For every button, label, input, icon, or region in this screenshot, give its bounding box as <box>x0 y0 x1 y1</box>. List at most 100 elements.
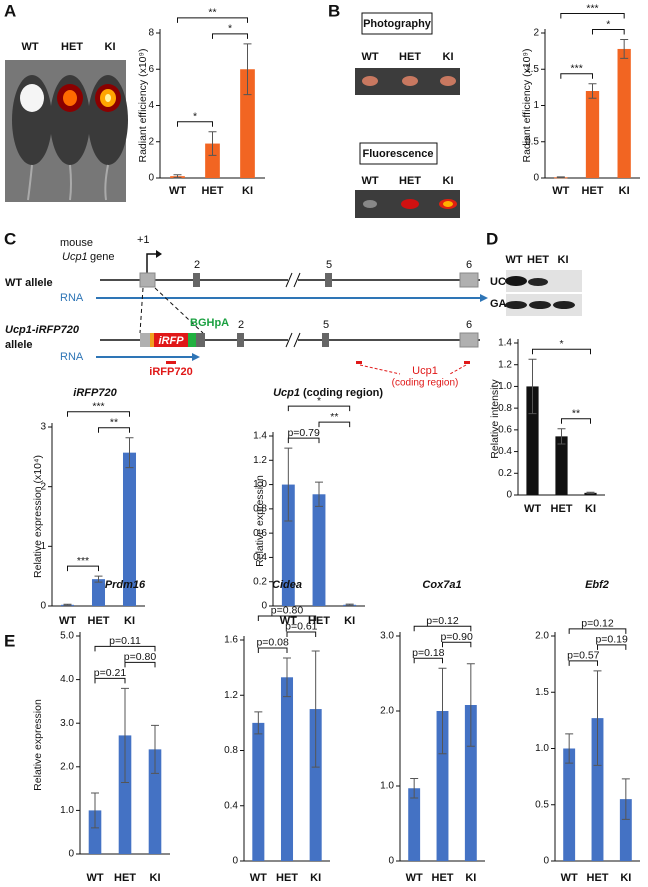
y-tick-label: 0.5 <box>525 136 539 147</box>
x-tick-label: KI <box>124 615 135 627</box>
x-tick-label: HET <box>587 872 609 884</box>
y-tick-label: 4.0 <box>60 674 74 685</box>
x-tick-label: WT <box>59 615 76 627</box>
significance-label: * <box>193 111 197 123</box>
significance-bracket <box>560 13 625 19</box>
error-bar <box>593 670 602 766</box>
x-tick-label: HET <box>432 872 454 884</box>
error-bar <box>586 491 595 494</box>
bar <box>555 436 568 495</box>
y-tick-label: 1.0 <box>380 781 394 792</box>
diagram-label: iRFP <box>158 335 184 347</box>
significance-label: ** <box>330 411 338 423</box>
y-tick-label: 1.2 <box>253 455 267 466</box>
y-tick-label: 3.0 <box>380 631 394 642</box>
error-bar <box>410 778 419 799</box>
significance-label: * <box>228 23 232 35</box>
bar <box>585 91 600 178</box>
diagram-label: Ucp1 <box>62 251 88 263</box>
significance-bracket <box>94 645 156 652</box>
error-bar <box>94 575 103 583</box>
y-tick-label: 3.0 <box>60 718 74 729</box>
x-tick-label: HET <box>88 615 110 627</box>
fluorescence-photo <box>355 190 460 218</box>
probe-label: Ucp1 <box>412 365 438 377</box>
significance-bracket <box>257 647 288 653</box>
x-tick-label: KI <box>242 185 253 197</box>
bar <box>118 735 132 854</box>
y-tick-label: 1 <box>533 100 539 111</box>
photo-label: HET <box>399 175 421 187</box>
error-bar <box>438 667 447 755</box>
chart-title: Ebf2 <box>585 579 609 591</box>
chart-title: Cox7a1 <box>422 579 461 591</box>
label-box <box>361 12 433 35</box>
y-tick-label: 2.0 <box>380 706 394 717</box>
significance-label: * <box>606 18 610 30</box>
panel-label: C <box>4 229 16 248</box>
x-tick-label: WT <box>86 872 103 884</box>
error-bar <box>208 131 217 156</box>
y-tick-label: 1.5 <box>525 64 539 75</box>
y-tick-label: 2.0 <box>60 761 74 772</box>
significance-bracket <box>561 418 591 424</box>
y-axis-label: Radiant efficiency (x10⁹) <box>137 48 149 162</box>
y-tick-label: 0.4 <box>253 552 267 563</box>
x-tick-label: HET <box>202 185 224 197</box>
error-bar <box>528 358 537 415</box>
significance-bracket <box>532 348 591 355</box>
y-axis-label: Radiant efficiency (x10⁹) <box>521 48 533 162</box>
significance-bracket <box>413 657 443 664</box>
probe-label: iRFP720 <box>149 366 192 378</box>
y-tick-label: 1.0 <box>60 805 74 816</box>
bar <box>91 579 106 606</box>
y-tick-label: 2.0 <box>535 631 549 642</box>
x-tick-label: HET <box>276 872 298 884</box>
significance-bracket <box>177 121 213 127</box>
y-tick-label: 1.2 <box>224 690 238 701</box>
box-label: Fluorescence <box>363 148 434 160</box>
y-tick-label: 0.8 <box>498 403 512 414</box>
bar <box>88 810 102 854</box>
bar <box>240 69 255 178</box>
probe-label: (coding region) <box>392 378 459 389</box>
error-bar <box>565 733 574 764</box>
allele-label: WT allele <box>5 277 53 289</box>
y-tick-label: 2 <box>148 136 154 147</box>
exon-label: 5 <box>326 259 332 271</box>
diagram-label: +1 <box>137 234 150 246</box>
significance-label: * <box>559 338 563 350</box>
y-tick-label: 0 <box>388 856 394 867</box>
y-tick-label: 1.6 <box>224 635 238 646</box>
y-tick-label: 2 <box>533 28 539 39</box>
y-tick-label: 1.4 <box>253 431 267 442</box>
lane-label: KI <box>558 254 569 266</box>
y-tick-label: 0.6 <box>498 424 512 435</box>
significance-bracket <box>568 660 598 666</box>
y-tick-label: 1.2 <box>498 359 512 370</box>
significance-label: p=0.57 <box>567 650 600 662</box>
bar <box>584 492 597 495</box>
y-tick-label: 0 <box>506 490 512 501</box>
significance-bracket <box>568 628 627 634</box>
bar <box>619 799 632 861</box>
x-tick-label: HET <box>308 615 330 627</box>
box-label: Photography <box>363 18 432 30</box>
exon-label: 2 <box>238 319 244 331</box>
significance-label: p=0.19 <box>595 634 628 646</box>
y-tick-label: 0 <box>543 856 549 867</box>
photo-label: WT <box>361 51 378 63</box>
allele-label: allele <box>5 339 33 351</box>
significance-label: p=0.80 <box>124 651 157 663</box>
x-tick-label: KI <box>150 872 161 884</box>
x-tick-label: KI <box>619 185 630 197</box>
significance-label: * <box>317 395 321 407</box>
significance-label: p=0.11 <box>109 635 141 647</box>
y-tick-label: 5.0 <box>60 631 74 642</box>
panel-label: A <box>4 1 16 20</box>
significance-label: p=0.12 <box>581 618 614 630</box>
error-bar <box>63 603 72 606</box>
x-tick-label: HET <box>114 872 136 884</box>
significance-label: p=0.80 <box>271 605 304 617</box>
